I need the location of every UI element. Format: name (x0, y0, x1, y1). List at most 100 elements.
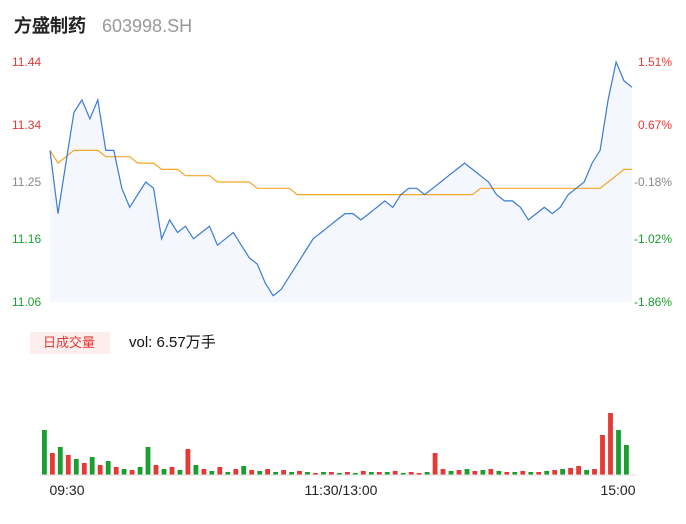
volume-bar (360, 471, 366, 475)
volume-bar (552, 470, 558, 475)
volume-readout: vol: 6.57万手 (129, 334, 216, 351)
volume-bar (265, 469, 270, 475)
volume-bar (233, 469, 239, 475)
volume-bar (584, 470, 589, 475)
volume-bar (608, 413, 613, 475)
volume-bar (193, 465, 199, 475)
volume-bar (384, 472, 390, 475)
volume-bar (81, 463, 87, 475)
volume-bar (408, 472, 414, 475)
y-right-tick: 1.51% (638, 55, 672, 69)
volume-bar (50, 453, 55, 475)
volume-bar (321, 472, 326, 475)
volume-bar (536, 472, 542, 475)
volume-bar (97, 465, 103, 475)
volume-bar (456, 470, 462, 475)
volume-bar (560, 469, 565, 475)
volume-bar (528, 472, 534, 475)
volume-bar (416, 473, 422, 475)
volume-bar (313, 473, 318, 475)
volume-bar (89, 457, 95, 475)
y-left-tick: 11.44 (12, 55, 41, 69)
volume-bar (281, 470, 286, 475)
volume-bar (624, 445, 629, 475)
volume-bar (616, 430, 621, 475)
volume-bar (121, 469, 127, 475)
volume-bar (600, 435, 605, 475)
volume-bar (345, 472, 350, 475)
volume-bar (329, 472, 334, 475)
volume-bar (137, 467, 143, 475)
stock-name: 方盛制药 (14, 15, 86, 36)
volume-bar (289, 472, 294, 475)
volume-bar (113, 467, 119, 475)
x-axis: 09:30 11:30/13:00 15:00 (49, 482, 635, 498)
price-panel (49, 59, 633, 302)
price-area-fill (50, 62, 632, 302)
volume-bar (337, 473, 342, 475)
volume-bar (305, 472, 310, 475)
volume-bar (392, 471, 398, 475)
volume-bar (241, 466, 247, 475)
volume-bar (105, 461, 111, 475)
y-right-tick: -1.02% (634, 232, 672, 246)
y-axis-right: 1.51% 0.67% -0.18% -1.02% -1.86% (634, 55, 672, 309)
volume-bar (568, 468, 573, 475)
average-price-line (49, 149, 632, 196)
volume-bar (576, 466, 581, 475)
volume-bar (472, 471, 478, 475)
volume-bar (424, 472, 430, 475)
volume-bar (376, 472, 382, 475)
volume-bar (185, 449, 191, 475)
volume-bar (273, 472, 278, 475)
volume-bar (217, 467, 223, 475)
y-right-tick: -1.86% (634, 295, 672, 309)
volume-bar (169, 467, 175, 475)
volume-bar (65, 455, 71, 475)
volume-bar (448, 471, 454, 475)
x-axis-tick: 11:30/13:00 (305, 482, 378, 498)
price-line (49, 59, 633, 297)
volume-tab-bg[interactable] (30, 332, 110, 354)
volume-bar (161, 469, 167, 475)
volume-bar (592, 469, 597, 475)
y-left-tick: 11.34 (12, 118, 41, 132)
volume-bar (504, 472, 510, 475)
volume-bar (400, 473, 406, 475)
volume-bar (225, 472, 231, 475)
volume-bar (177, 470, 183, 475)
stock-code: 603998.SH (102, 16, 192, 36)
volume-bar (480, 470, 486, 475)
volume-bar (209, 471, 215, 475)
volume-bar (432, 453, 438, 475)
y-right-tick: -0.18% (634, 175, 672, 189)
y-left-tick: 11.16 (12, 232, 41, 246)
volume-bar (57, 447, 63, 475)
volume-bar (297, 471, 302, 475)
volume-bar (153, 465, 159, 475)
volume-bar (464, 469, 470, 475)
volume-bar (512, 472, 518, 475)
y-right-tick: 0.67% (638, 118, 672, 132)
volume-bar (488, 469, 494, 475)
x-axis-tick: 09:30 (49, 482, 84, 498)
volume-bar (145, 447, 151, 475)
volume-bar (496, 471, 502, 475)
volume-bar (520, 471, 526, 475)
x-axis-tick: 15:00 (600, 482, 635, 498)
volume-tab-label[interactable]: 日成交量 (43, 335, 95, 350)
volume-bar (257, 471, 263, 475)
y-axis-left: 11.44 11.34 11.25 11.16 11.06 (12, 55, 41, 309)
volume-bar (544, 471, 550, 475)
volume-bar (249, 470, 255, 475)
y-left-tick: 11.06 (12, 295, 41, 309)
volume-bar (352, 473, 358, 475)
volume-bar (201, 469, 207, 475)
volume-bar (42, 430, 47, 475)
y-left-tick: 11.25 (12, 175, 41, 189)
volume-bar (368, 472, 374, 475)
volume-bar (440, 469, 446, 475)
volume-bar (73, 459, 79, 475)
volume-panel (42, 413, 629, 475)
